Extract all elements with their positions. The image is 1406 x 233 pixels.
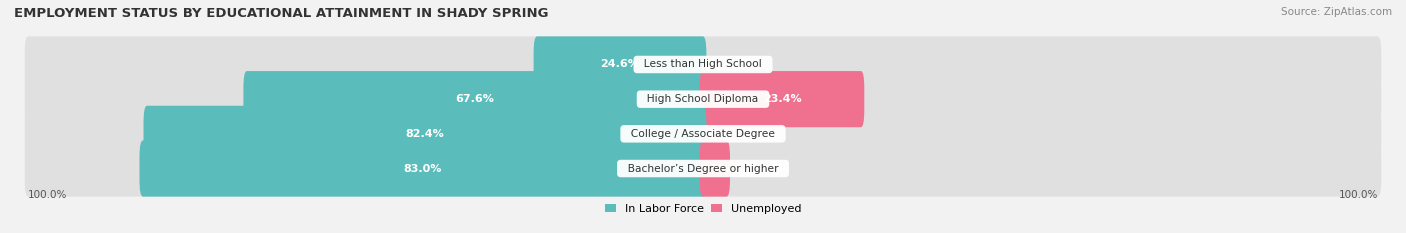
FancyBboxPatch shape [25,106,1381,162]
FancyBboxPatch shape [25,36,1381,93]
FancyBboxPatch shape [143,106,706,162]
Text: EMPLOYMENT STATUS BY EDUCATIONAL ATTAINMENT IN SHADY SPRING: EMPLOYMENT STATUS BY EDUCATIONAL ATTAINM… [14,7,548,20]
FancyBboxPatch shape [700,140,730,197]
FancyBboxPatch shape [243,71,706,127]
Text: Less than High School: Less than High School [637,59,769,69]
Text: Bachelor’s Degree or higher: Bachelor’s Degree or higher [621,164,785,174]
Text: 83.0%: 83.0% [404,164,441,174]
Legend: In Labor Force, Unemployed: In Labor Force, Unemployed [600,199,806,218]
Text: 3.5%: 3.5% [700,164,730,174]
Text: 100.0%: 100.0% [1339,190,1378,200]
Text: 24.6%: 24.6% [600,59,640,69]
FancyBboxPatch shape [139,140,706,197]
Text: 67.6%: 67.6% [456,94,495,104]
FancyBboxPatch shape [25,140,1381,197]
Text: 0.0%: 0.0% [717,59,745,69]
Text: College / Associate Degree: College / Associate Degree [624,129,782,139]
Text: 82.4%: 82.4% [405,129,444,139]
FancyBboxPatch shape [700,71,865,127]
Text: 100.0%: 100.0% [28,190,67,200]
FancyBboxPatch shape [25,71,1381,127]
Text: 0.0%: 0.0% [717,129,745,139]
Text: High School Diploma: High School Diploma [641,94,765,104]
Text: 23.4%: 23.4% [762,94,801,104]
Text: Source: ZipAtlas.com: Source: ZipAtlas.com [1281,7,1392,17]
FancyBboxPatch shape [534,36,706,93]
